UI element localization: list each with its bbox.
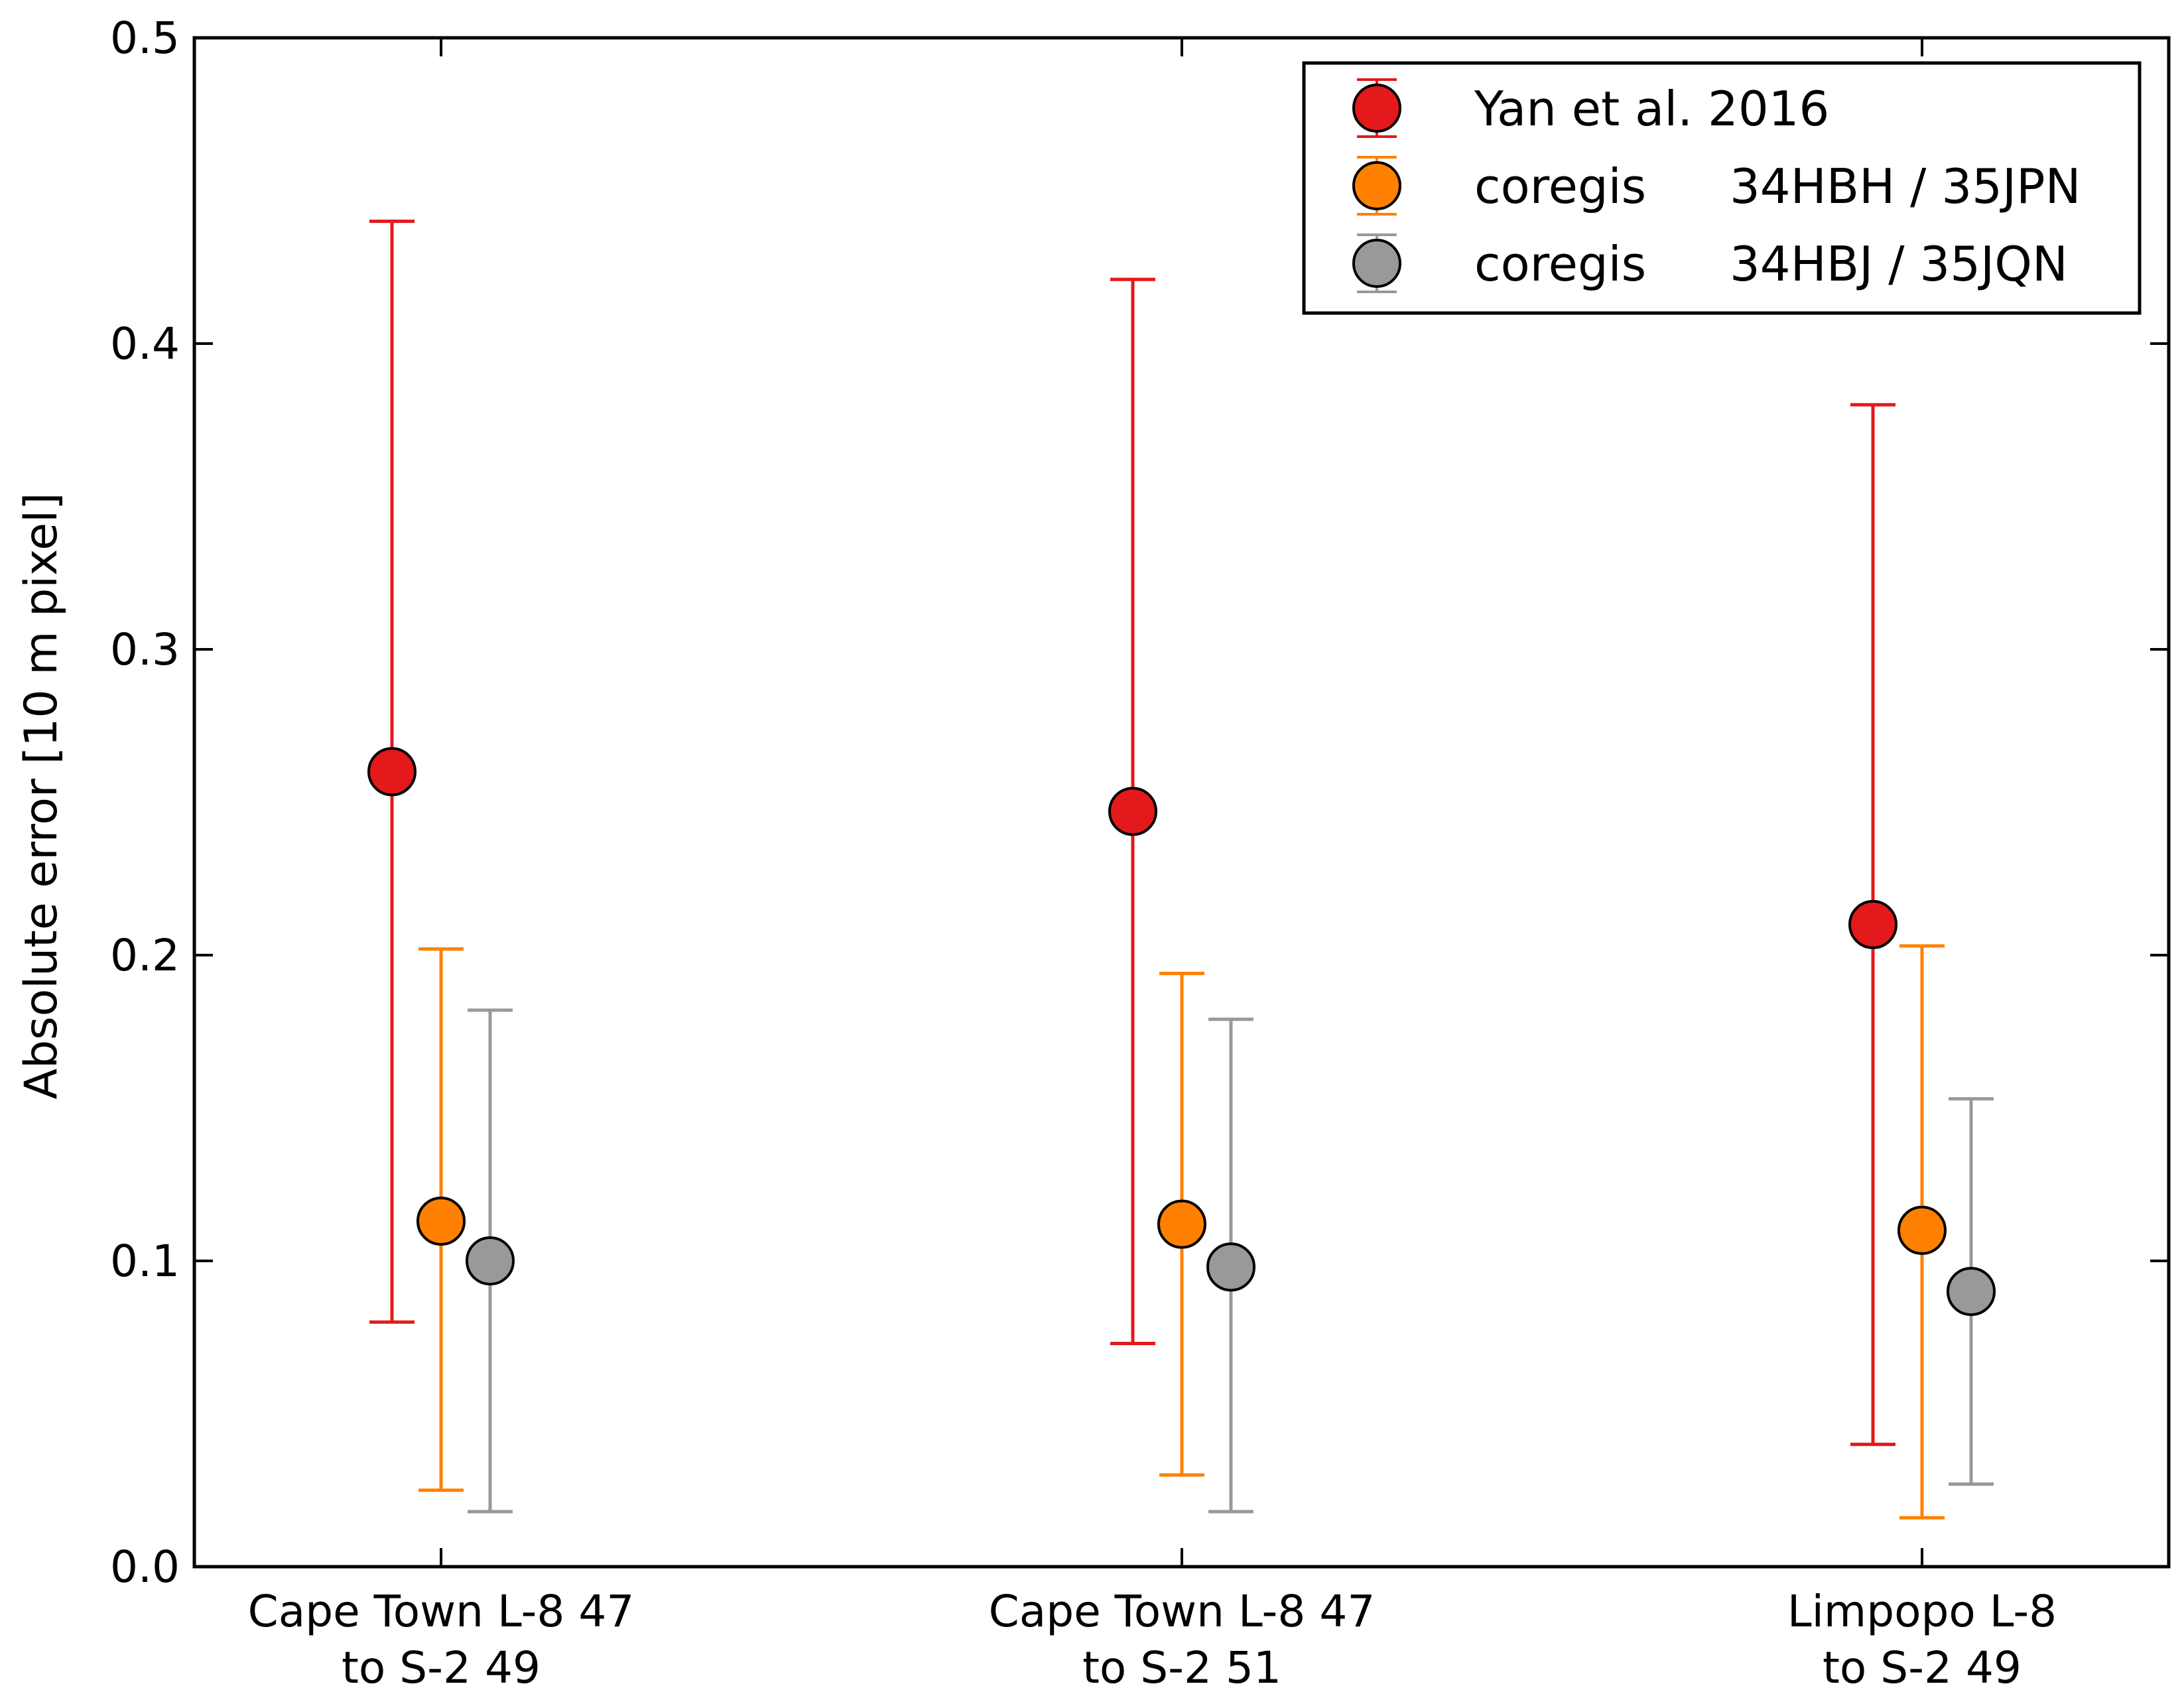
data-point: [466, 1236, 515, 1285]
x-tick-label-line1: Limpopo L-8: [1787, 1586, 2057, 1637]
series-2: [466, 1008, 1996, 1514]
legend-label: coregis: [1474, 159, 1646, 214]
legend-label: coregis: [1474, 236, 1646, 292]
plot-frame: [192, 36, 2171, 1569]
legend-box: [1302, 61, 2142, 315]
y-tick-label: 0.2: [110, 930, 180, 981]
data-point: [1848, 899, 1897, 949]
legend-tile-code: 34HBJ / 35JQN: [1730, 236, 2068, 292]
x-tick-label-line1: Cape Town L-8 47: [989, 1586, 1376, 1637]
legend-tile-code: 34HBH / 35JPN: [1730, 159, 2081, 214]
y-axis-label: Absolute error [10 m pixel]: [15, 492, 68, 1099]
data-point: [1947, 1267, 1996, 1317]
y-tick-label: 0.0: [110, 1541, 180, 1593]
data-point: [1157, 1199, 1206, 1249]
legend-entry-2: coregis 34HBJ / 35JQN: [1352, 233, 2068, 293]
data-point: [1897, 1205, 1947, 1255]
x-tick-label-line2: to S-2 51: [1082, 1642, 1281, 1693]
legend-entry-1: coregis 34HBH / 35JPN: [1352, 156, 2081, 216]
legend-label: Yan et al. 2016: [1474, 81, 1829, 137]
y-tick-label: 0.3: [110, 624, 180, 675]
y-tick-label: 0.5: [110, 13, 180, 64]
legend-entry-0: Yan et al. 2016: [1352, 78, 1829, 138]
data-point: [417, 1197, 466, 1246]
plot-marks: [367, 220, 1996, 1520]
data-point: [1206, 1242, 1255, 1292]
data-point: [367, 747, 417, 797]
x-tick-label-line2: to S-2 49: [342, 1642, 541, 1693]
x-tick-label-line2: to S-2 49: [1823, 1642, 2022, 1693]
data-point: [1108, 787, 1157, 836]
x-tick-label-line1: Cape Town L-8 47: [248, 1586, 635, 1637]
series-1: [417, 944, 1947, 1520]
y-tick-label: 0.4: [110, 318, 180, 369]
y-tick-label: 0.1: [110, 1236, 180, 1287]
legend-marker: [1352, 239, 1401, 288]
series-0: [367, 220, 1897, 1447]
legend-marker: [1352, 161, 1401, 210]
legend-marker: [1352, 84, 1401, 133]
